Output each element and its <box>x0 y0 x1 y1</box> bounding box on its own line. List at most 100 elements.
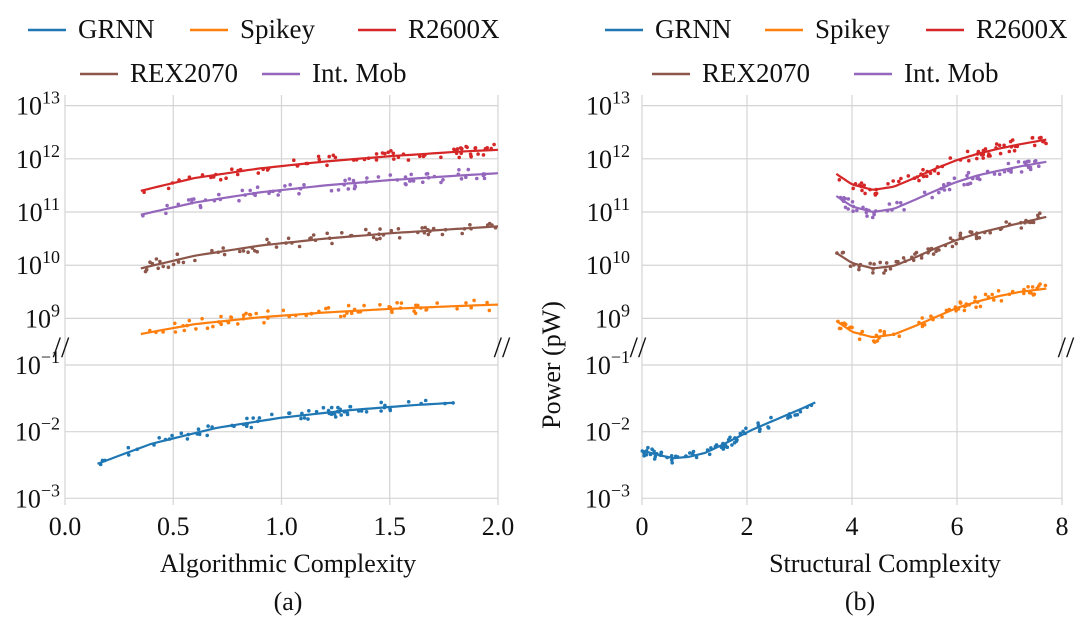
lines-a <box>97 148 499 465</box>
scatter-point-r2600x <box>886 182 890 186</box>
scatter-point-r2600x <box>891 179 895 183</box>
scatter-point-spikey <box>254 311 258 316</box>
scatter-point-int-mob <box>276 193 281 197</box>
scatter-point-r2600x <box>965 149 970 154</box>
scatter-point-int-mob <box>922 190 927 195</box>
scatter-point-spikey <box>920 324 925 329</box>
scatter-point-rex2070 <box>325 231 330 236</box>
scatter-point-rex2070 <box>948 236 953 240</box>
scatter-point-rex2070 <box>156 266 160 271</box>
scatter-point-spikey <box>205 326 210 331</box>
scatter-point-r2600x <box>374 152 379 156</box>
scatter-point-int-mob <box>850 200 855 204</box>
scatter-point-rex2070 <box>440 232 445 237</box>
scatter-point-int-mob <box>288 182 293 187</box>
scatter-point-spikey <box>1026 285 1030 289</box>
scatter-point-int-mob <box>346 187 351 191</box>
scatter-point-int-mob <box>198 203 203 208</box>
scatter-point-int-mob <box>1006 161 1011 166</box>
scatter-point-spikey <box>412 309 416 313</box>
scatter-point-grnn <box>336 405 340 410</box>
scatter-point-rex2070 <box>389 228 394 233</box>
scatter-point-int-mob <box>192 197 196 201</box>
scatter-point-spikey <box>485 300 489 305</box>
scatter-point-r2600x <box>987 152 991 156</box>
scatter-point-r2600x <box>1012 148 1017 153</box>
scatter-point-int-mob <box>237 198 241 203</box>
scatter-point-r2600x <box>325 163 329 168</box>
scatter-point-r2600x <box>473 146 478 150</box>
scatter-point-grnn <box>423 398 428 403</box>
scatter-point-r2600x <box>837 178 842 182</box>
scatter-point-r2600x <box>860 188 864 193</box>
scatter-point-spikey <box>211 324 215 329</box>
series-line-spikey <box>140 303 499 336</box>
scatter-point-rex2070 <box>857 267 861 272</box>
scatter-point-grnn <box>659 450 663 455</box>
x-tick-label: 4 <box>846 512 859 541</box>
scatter-point-r2600x <box>981 156 985 160</box>
lines-b <box>641 138 1047 460</box>
legend-label: Spikey <box>815 14 891 44</box>
panel-label-a: (a) <box>274 587 303 616</box>
axis-break-mark: // <box>630 331 647 364</box>
x-tick-label: 2 <box>741 512 754 541</box>
scatter-point-int-mob <box>466 167 471 172</box>
scatter-point-spikey <box>857 337 862 342</box>
scatter-point-int-mob <box>255 185 260 189</box>
legend-label: R2600X <box>408 14 500 44</box>
scatter-point-grnn <box>646 445 650 450</box>
scatter-point-rex2070 <box>166 265 171 270</box>
scatter-point-rex2070 <box>171 262 176 267</box>
scatter-point-int-mob <box>1033 159 1037 164</box>
scatter-point-rex2070 <box>954 241 958 246</box>
scatter-point-spikey <box>424 308 428 312</box>
scatter-point-grnn <box>205 433 209 438</box>
scatter-point-int-mob <box>441 178 445 182</box>
scatter-point-int-mob <box>992 172 997 176</box>
scatter-point-grnn <box>332 412 337 416</box>
scatter-point-rex2070 <box>848 264 853 269</box>
scatter-point-rex2070 <box>397 236 402 240</box>
scatter-point-spikey <box>990 292 994 297</box>
scatter-point-r2600x <box>331 153 336 158</box>
scatter-point-spikey <box>954 309 958 313</box>
scatter-point-rex2070 <box>882 271 886 275</box>
scatter-point-grnn <box>652 449 656 454</box>
scatter-point-r2600x <box>1030 136 1035 140</box>
scatter-point-grnn <box>329 405 334 410</box>
scatter-point-grnn <box>744 426 748 431</box>
scatter-point-grnn <box>788 414 793 419</box>
scatter-point-spikey <box>435 301 440 305</box>
scatter-point-int-mob <box>343 178 347 183</box>
scatter-point-int-mob <box>1016 160 1021 164</box>
scatter-point-int-mob <box>930 195 934 200</box>
scatter-point-grnn <box>769 415 773 420</box>
scatter-point-spikey <box>1030 285 1035 289</box>
scatter-point-int-mob <box>962 182 966 187</box>
scatter-point-spikey <box>974 305 978 310</box>
y-tick-label: 109 <box>595 300 630 333</box>
scatter-point-spikey <box>920 316 924 320</box>
scatter-point-grnn <box>339 413 344 417</box>
scatter-point-spikey <box>1031 293 1036 297</box>
scatter-point-spikey <box>173 321 177 326</box>
scatter-point-spikey <box>349 311 354 316</box>
scatter-point-grnn <box>670 458 674 462</box>
scatter-point-rex2070 <box>901 256 906 260</box>
scatter-point-rex2070 <box>919 256 924 260</box>
scatter-point-grnn <box>307 409 311 413</box>
scatter-point-spikey <box>342 314 347 318</box>
scatter-point-int-mob <box>421 180 425 184</box>
scatter-point-int-mob <box>186 198 191 202</box>
legend-label: REX2070 <box>702 58 810 88</box>
scatter-point-grnn <box>314 409 319 414</box>
scatter-point-r2600x <box>327 154 332 159</box>
scatter-point-r2600x <box>468 152 473 156</box>
scatter-point-grnn <box>157 436 161 440</box>
scatter-point-spikey <box>236 322 240 326</box>
scatter-point-grnn <box>170 433 174 438</box>
scatter-point-spikey <box>992 298 996 302</box>
scatter-point-grnn <box>321 405 326 410</box>
scatter-point-int-mob <box>1009 169 1013 174</box>
